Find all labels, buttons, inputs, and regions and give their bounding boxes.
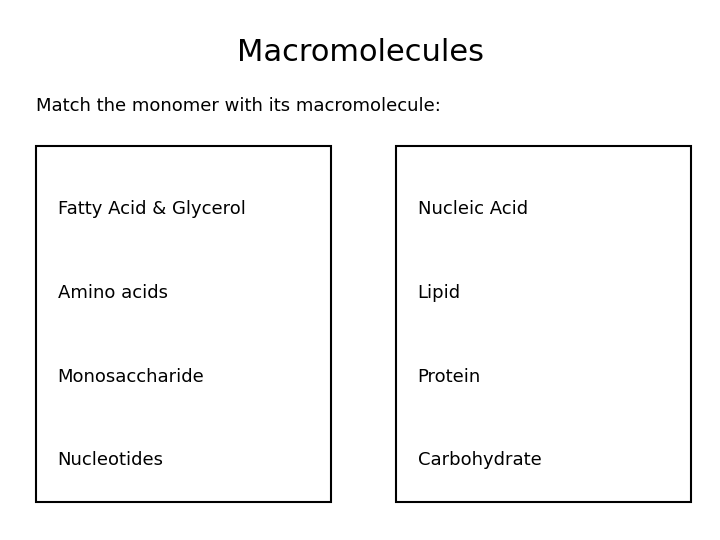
Text: Lipid: Lipid — [418, 284, 461, 302]
Text: Macromolecules: Macromolecules — [236, 38, 484, 67]
Text: Fatty Acid & Glycerol: Fatty Acid & Glycerol — [58, 200, 246, 218]
Text: Match the monomer with its macromolecule:: Match the monomer with its macromolecule… — [36, 97, 441, 115]
Text: Protein: Protein — [418, 368, 481, 386]
Text: Nucleotides: Nucleotides — [58, 451, 163, 469]
Text: Nucleic Acid: Nucleic Acid — [418, 200, 528, 218]
Text: Amino acids: Amino acids — [58, 284, 168, 302]
Bar — [36, 146, 331, 502]
Text: Carbohydrate: Carbohydrate — [418, 451, 541, 469]
Bar — [396, 146, 691, 502]
Text: Monosaccharide: Monosaccharide — [58, 368, 204, 386]
